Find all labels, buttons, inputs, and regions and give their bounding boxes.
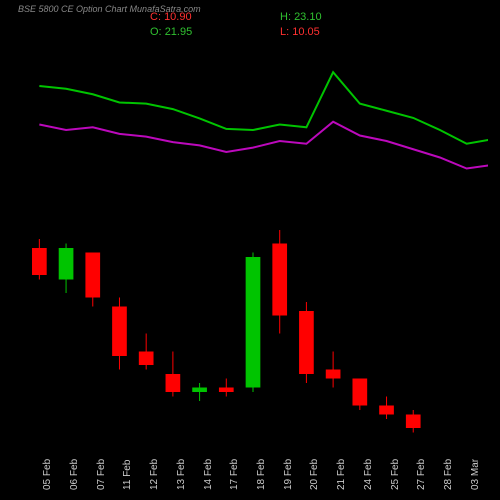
low-value: L: 10.05: [280, 25, 370, 40]
x-axis-label: 25 Feb: [390, 459, 396, 490]
x-axis-label: 27 Feb: [416, 459, 422, 490]
x-axis-label: 28 Feb: [443, 459, 449, 490]
candle-body: [246, 257, 261, 388]
candle-body: [326, 370, 341, 379]
open-value: O: 21.95: [150, 25, 240, 40]
chart-plot-area: [18, 42, 488, 442]
candle-body: [272, 244, 287, 316]
x-axis-label: 19 Feb: [283, 459, 289, 490]
candle-body: [59, 248, 74, 280]
x-axis-label: 12 Feb: [149, 459, 155, 490]
candle-body: [406, 415, 421, 429]
high-value: H: 23.10: [280, 10, 370, 25]
indicator-line: [39, 72, 488, 144]
candle-body: [299, 311, 314, 374]
x-axis-label: 05 Feb: [42, 459, 48, 490]
x-axis-label: 03 Mar: [470, 459, 476, 490]
x-axis-label: 20 Feb: [309, 459, 315, 490]
candle-body: [192, 388, 207, 393]
candle-body: [352, 379, 367, 406]
candle-body: [85, 253, 100, 298]
ohlc-readout: C: 10.90 H: 23.10 O: 21.95 L: 10.05: [150, 10, 370, 40]
x-axis-label: 24 Feb: [363, 459, 369, 490]
close-value: C: 10.90: [150, 10, 240, 25]
x-axis-label: 21 Feb: [336, 459, 342, 490]
candle-body: [32, 248, 47, 275]
candle-body: [112, 307, 127, 357]
candle-body: [139, 352, 154, 366]
x-axis-label: 13 Feb: [176, 459, 182, 490]
x-axis-label: 17 Feb: [229, 459, 235, 490]
x-axis-label: 06 Feb: [69, 459, 75, 490]
candle-body: [219, 388, 234, 393]
chart-container: BSE 5800 CE Option Chart MunafaSatra.com…: [0, 0, 500, 500]
candle-body: [379, 406, 394, 415]
chart-svg: [18, 42, 488, 442]
x-axis-label: 18 Feb: [256, 459, 262, 490]
x-axis-label: 14 Feb: [203, 459, 209, 490]
x-axis-label: 11 Feb: [122, 460, 128, 490]
candle-body: [166, 374, 181, 392]
x-axis-labels: 05 Feb 06 Feb 07 Feb 11 Feb 12 Feb 13 Feb 14 F…: [18, 444, 488, 496]
x-axis-label: 07 Feb: [96, 459, 102, 490]
